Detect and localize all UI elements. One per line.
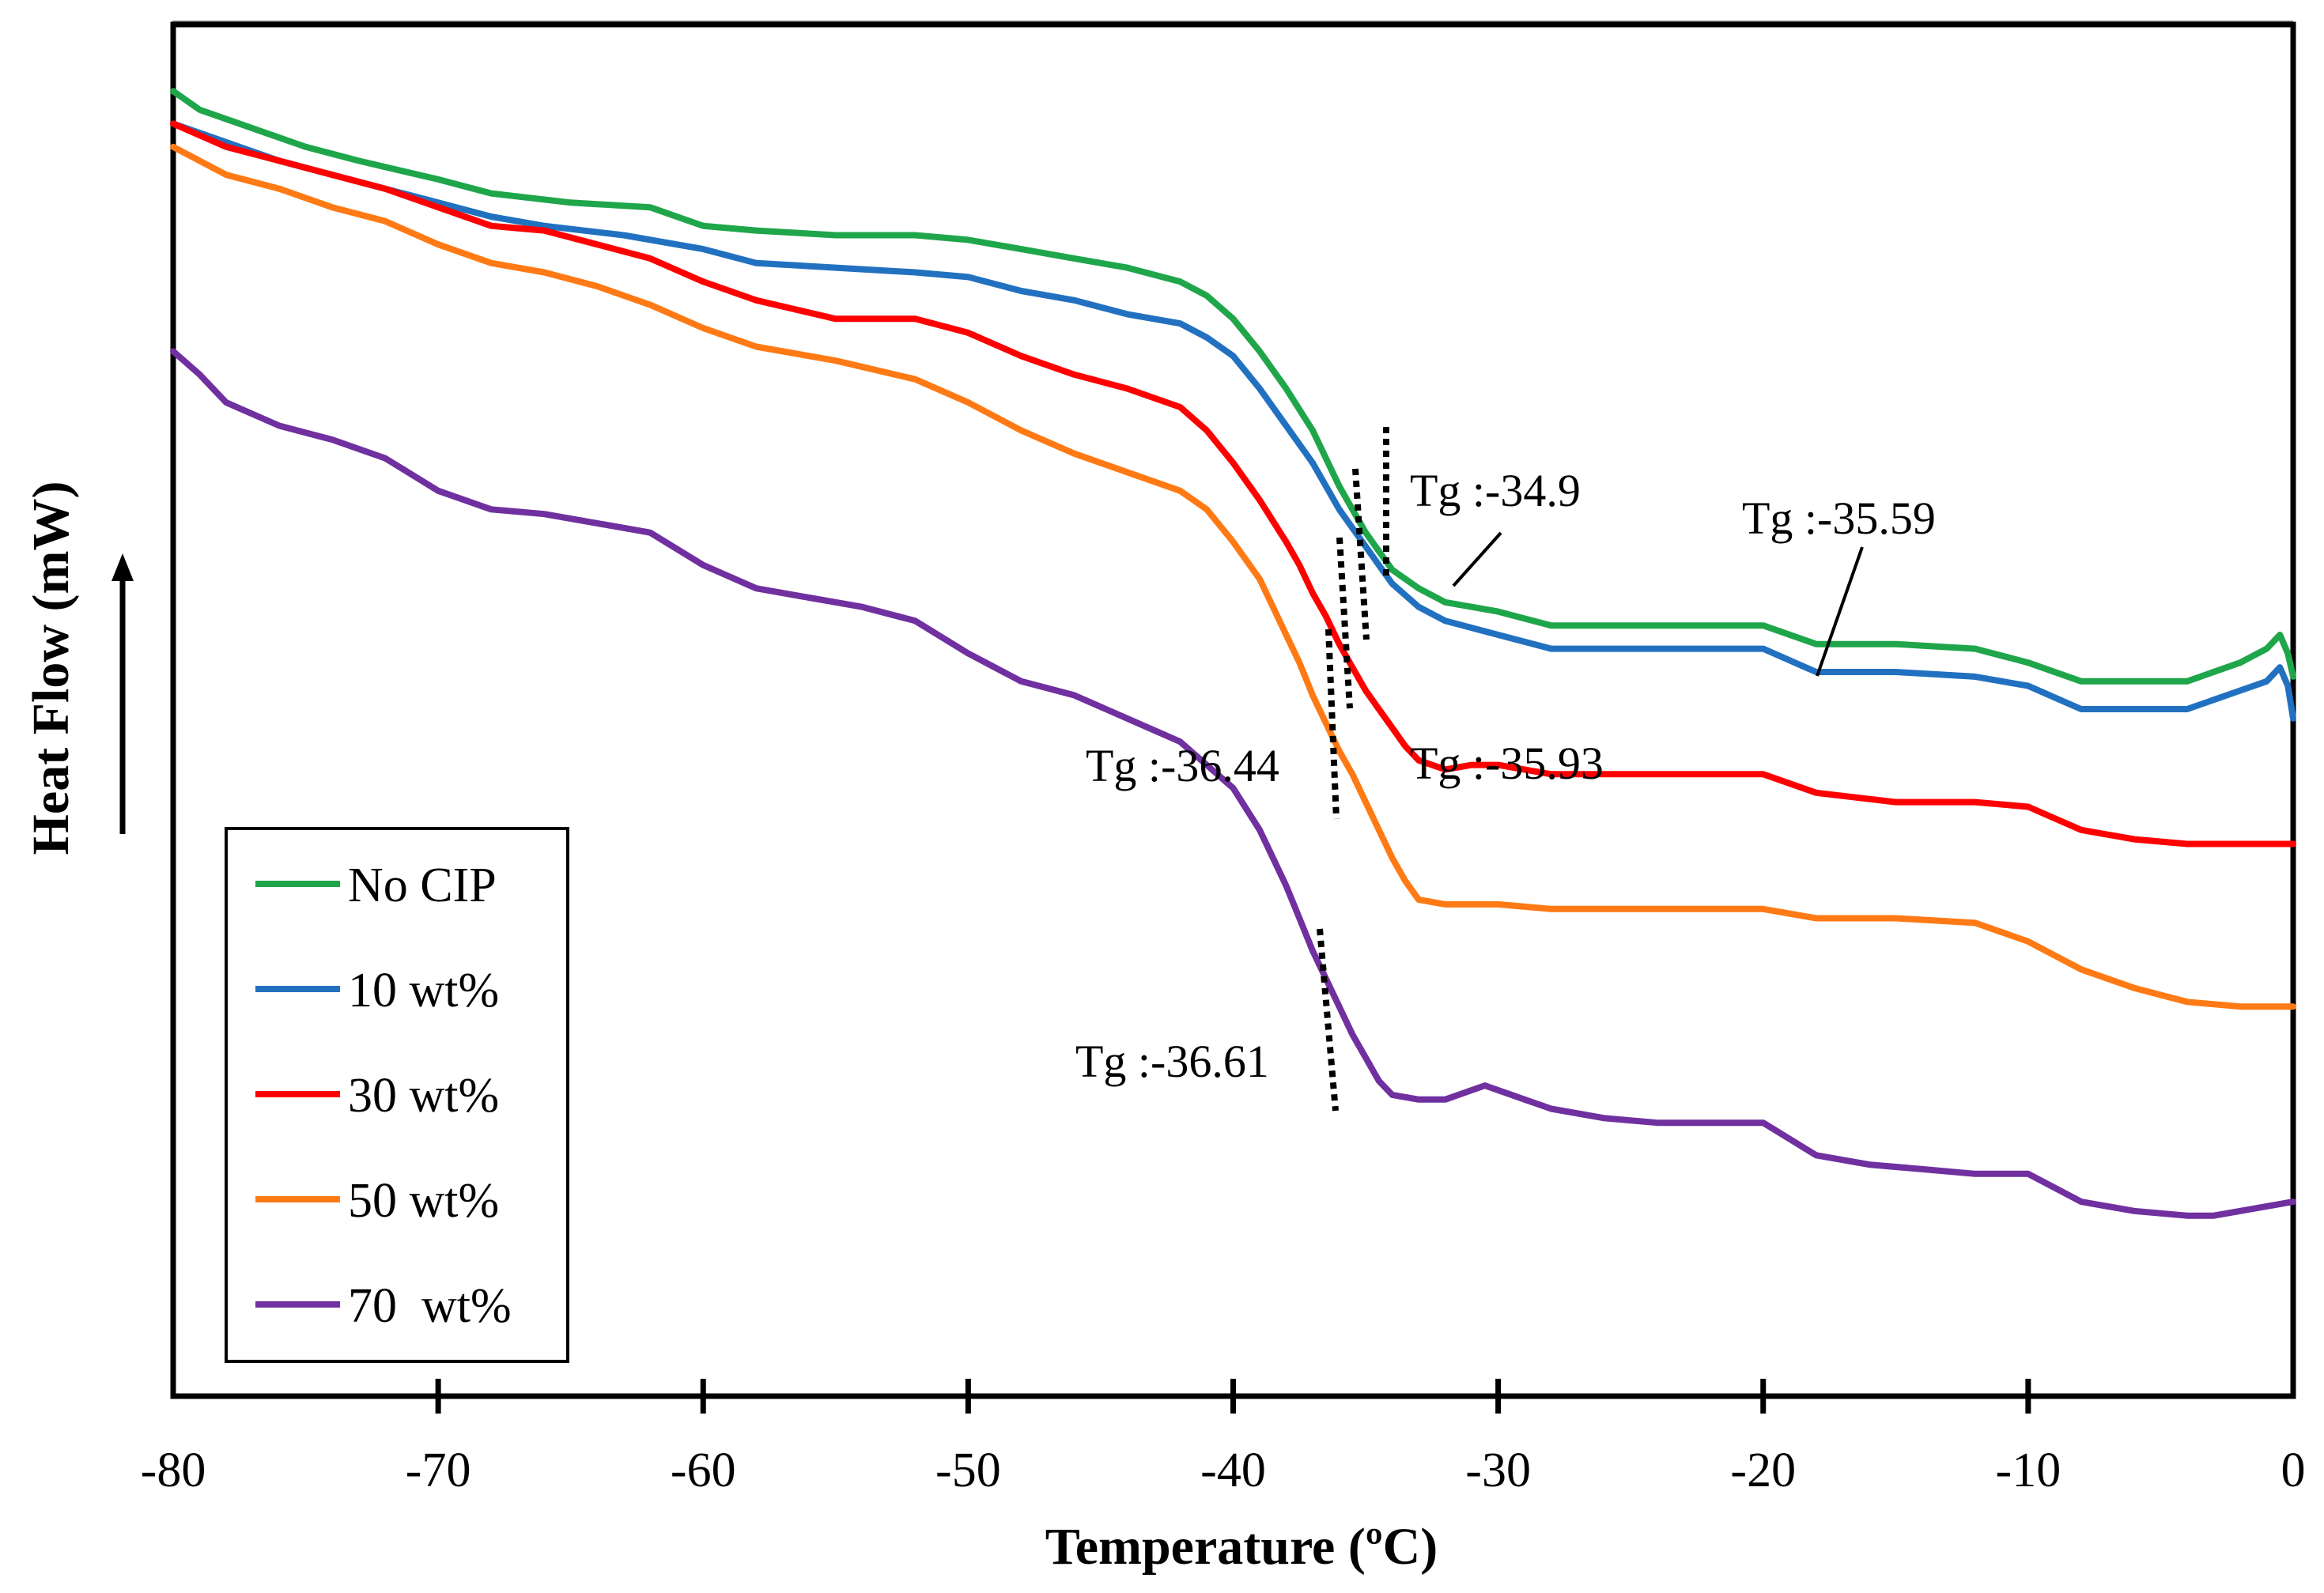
series-line-2	[170, 120, 2296, 847]
x-tick-label: -50	[935, 1444, 1001, 1497]
x-tick-label: -40	[1200, 1444, 1266, 1497]
legend-label-0: No CIP	[348, 859, 497, 912]
tg-marker-70wt	[1317, 928, 1339, 1112]
legend-label-3: 50 wt%	[348, 1174, 499, 1228]
x-tick-label: -70	[406, 1444, 471, 1497]
x-axis: -80 -70 -60 -50 -40 -30 -20 -10 0	[141, 1379, 2306, 1497]
tg-marker-50wt	[1325, 629, 1340, 820]
tg-label-70wt: Tg :-36.61	[1075, 1036, 1269, 1087]
x-tick-label: -10	[1996, 1444, 2061, 1497]
tg-marker-30wt	[1336, 537, 1353, 709]
tg-label-50wt: Tg :-36.44	[1086, 740, 1279, 791]
legend: No CIP 10 wt% 30 wt% 50 wt% 70 wt%	[225, 827, 569, 1363]
series-line-3	[170, 143, 2296, 1010]
tg-marker-10wt	[1352, 468, 1370, 640]
x-tick-label: -20	[1730, 1444, 1796, 1497]
tg-label-no-cip: Tg :-34.9	[1410, 465, 1581, 516]
tg-markers	[1317, 427, 1389, 1112]
x-axis-title: Temperature (ºC)	[1045, 1518, 1438, 1576]
tg-leader-10wt	[1816, 546, 1864, 677]
tg-label-10wt: Tg :-35.59	[1742, 493, 1936, 544]
x-tick-label: -30	[1465, 1444, 1531, 1497]
x-tick-label: -60	[671, 1444, 736, 1497]
tg-label-30wt: Tg :-35.93	[1410, 738, 1604, 789]
tg-leader-no-cip	[1452, 531, 1502, 587]
y-axis-arrow-icon	[111, 553, 134, 581]
x-tick-label: -80	[141, 1444, 206, 1497]
x-tick-label: 0	[2281, 1444, 2306, 1497]
series-line-1	[170, 120, 2296, 722]
series-line-4	[170, 348, 2296, 1219]
legend-label-4: 70 wt%	[348, 1279, 512, 1333]
series-line-0	[170, 88, 2296, 685]
legend-label-2: 30 wt%	[348, 1069, 499, 1123]
series-layer	[170, 88, 2296, 1219]
legend-label-1: 10 wt%	[348, 964, 499, 1017]
y-axis-title: Heat Flow (mW)	[22, 481, 80, 855]
